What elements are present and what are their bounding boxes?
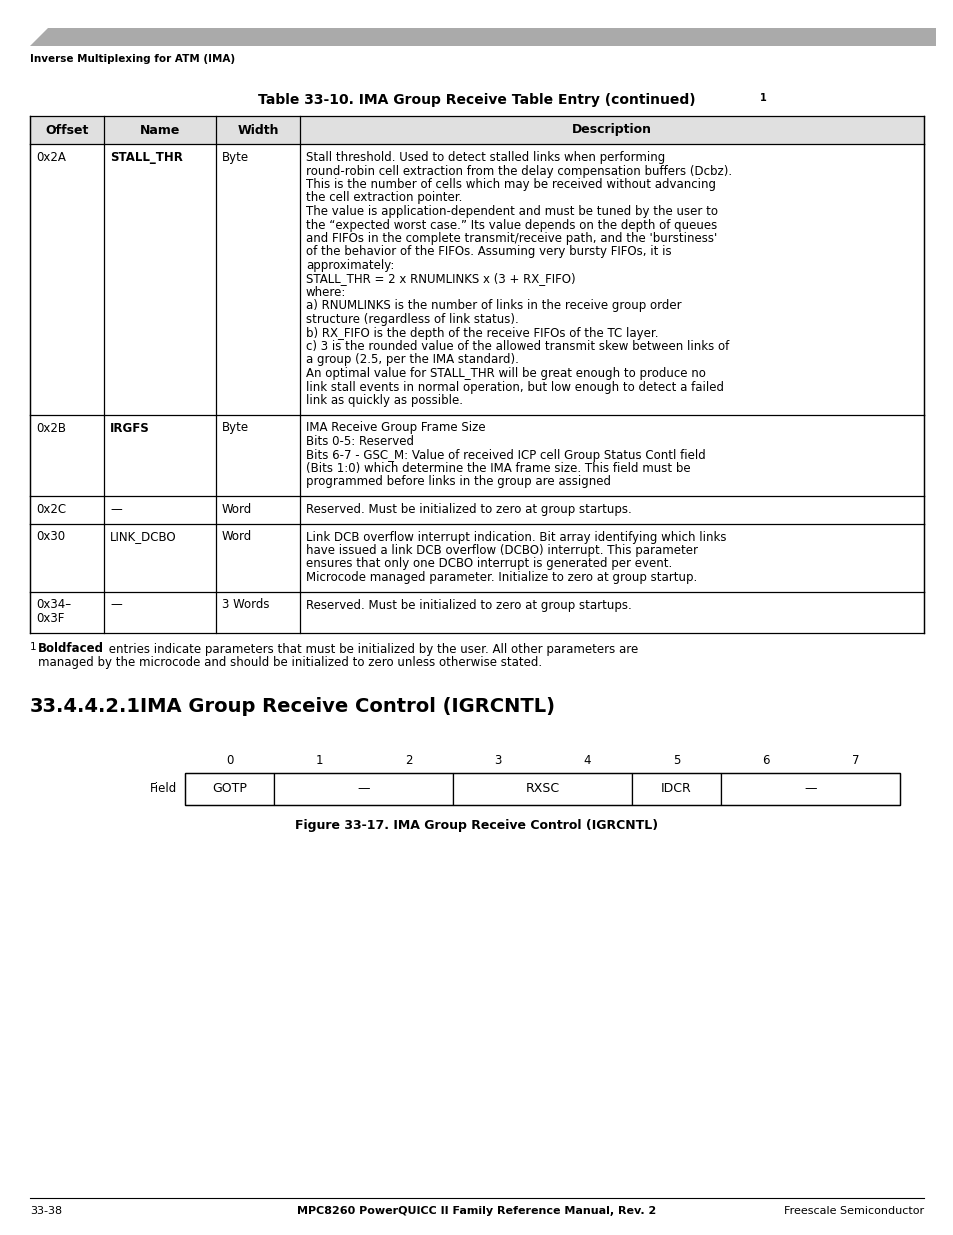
Text: 5: 5: [672, 755, 679, 767]
Text: This is the number of cells which may be received without advancing: This is the number of cells which may be…: [306, 178, 716, 191]
Text: 3: 3: [494, 755, 501, 767]
Text: 2: 2: [404, 755, 412, 767]
Text: the “expected worst case.” Its value depends on the depth of queues: the “expected worst case.” Its value dep…: [306, 219, 717, 231]
Text: Bits 6-7 - GSC_M: Value of received ICP cell Group Status Contl field: Bits 6-7 - GSC_M: Value of received ICP …: [306, 448, 705, 462]
Text: GOTP: GOTP: [212, 782, 247, 795]
Text: —: —: [111, 503, 122, 516]
Text: 7: 7: [851, 755, 858, 767]
Text: Word: Word: [222, 503, 252, 516]
Text: STALL_THR = 2 x RNUMLINKS x (3 + RX_FIFO): STALL_THR = 2 x RNUMLINKS x (3 + RX_FIFO…: [306, 273, 575, 285]
Text: programmed before links in the group are assigned: programmed before links in the group are…: [306, 475, 610, 489]
Text: 1: 1: [760, 93, 766, 103]
Text: 0x34–: 0x34–: [36, 599, 71, 611]
Bar: [453, 773, 631, 804]
Text: and FIFOs in the complete transmit/receive path, and the 'burstiness': and FIFOs in the complete transmit/recei…: [306, 232, 717, 245]
Text: RXSC: RXSC: [525, 782, 559, 795]
Text: IMA Group Receive Control (IGRCNTL): IMA Group Receive Control (IGRCNTL): [140, 698, 555, 716]
Text: MPC8260 PowerQUICC II Family Reference Manual, Rev. 2: MPC8260 PowerQUICC II Family Reference M…: [297, 1207, 656, 1216]
Text: Word: Word: [222, 531, 252, 543]
Text: the cell extraction pointer.: the cell extraction pointer.: [306, 191, 462, 205]
Text: 4: 4: [583, 755, 590, 767]
Text: Boldfaced: Boldfaced: [38, 642, 104, 656]
Text: where:: where:: [306, 287, 346, 299]
Text: The value is application-dependent and must be tuned by the user to: The value is application-dependent and m…: [306, 205, 718, 219]
Text: b) RX_FIFO is the depth of the receive FIFOs of the TC layer.: b) RX_FIFO is the depth of the receive F…: [306, 326, 658, 340]
Text: IRGFS: IRGFS: [111, 421, 150, 435]
Text: —: —: [111, 599, 122, 611]
Text: 0x2A: 0x2A: [36, 151, 66, 164]
Text: 1: 1: [30, 642, 36, 652]
Text: a) RNUMLINKS is the number of links in the receive group order: a) RNUMLINKS is the number of links in t…: [306, 300, 680, 312]
Text: 0x30: 0x30: [36, 531, 65, 543]
Text: 1: 1: [315, 755, 322, 767]
Text: STALL_THR: STALL_THR: [111, 151, 183, 164]
Text: managed by the microcode and should be initialized to zero unless otherwise stat: managed by the microcode and should be i…: [38, 656, 541, 669]
Text: (Bits 1:0) which determine the IMA frame size. This field must be: (Bits 1:0) which determine the IMA frame…: [306, 462, 690, 475]
Text: approximately:: approximately:: [306, 259, 394, 272]
Text: entries indicate parameters that must be initialized by the user. All other para: entries indicate parameters that must be…: [105, 642, 638, 656]
Text: Name: Name: [140, 124, 180, 137]
Text: link stall events in normal operation, but low enough to detect a failed: link stall events in normal operation, b…: [306, 380, 723, 394]
Text: link as quickly as possible.: link as quickly as possible.: [306, 394, 462, 408]
Text: LINK_DCBO: LINK_DCBO: [111, 531, 176, 543]
Text: of the behavior of the FIFOs. Assuming very bursty FIFOs, it is: of the behavior of the FIFOs. Assuming v…: [306, 246, 671, 258]
Bar: [720, 773, 899, 804]
Text: Stall threshold. Used to detect stalled links when performing: Stall threshold. Used to detect stalled …: [306, 151, 664, 164]
Text: Reserved. Must be initialized to zero at group startups.: Reserved. Must be initialized to zero at…: [306, 599, 631, 611]
Text: IMA Receive Group Frame Size: IMA Receive Group Frame Size: [306, 421, 485, 435]
Text: 0x2B: 0x2B: [36, 421, 66, 435]
Text: 3 Words: 3 Words: [222, 599, 269, 611]
Text: Offset: Offset: [46, 124, 89, 137]
Text: 0: 0: [226, 755, 233, 767]
Text: Link DCB overflow interrupt indication. Bit array identifying which links: Link DCB overflow interrupt indication. …: [306, 531, 726, 543]
Text: Microcode managed parameter. Initialize to zero at group startup.: Microcode managed parameter. Initialize …: [306, 571, 697, 584]
Text: —: —: [357, 782, 370, 795]
Text: Byte: Byte: [222, 421, 249, 435]
Text: structure (regardless of link status).: structure (regardless of link status).: [306, 312, 518, 326]
Bar: [631, 773, 720, 804]
Text: Table 33-10. IMA Group Receive Table Entry (continued): Table 33-10. IMA Group Receive Table Ent…: [258, 93, 695, 107]
Polygon shape: [30, 28, 935, 46]
Text: 0x3F: 0x3F: [36, 613, 64, 625]
Bar: [185, 773, 274, 804]
Text: Reserved. Must be initialized to zero at group startups.: Reserved. Must be initialized to zero at…: [306, 503, 631, 516]
Bar: [185, 773, 899, 804]
Text: An optimal value for STALL_THR will be great enough to produce no: An optimal value for STALL_THR will be g…: [306, 367, 705, 380]
Text: —: —: [803, 782, 816, 795]
Text: 33-38: 33-38: [30, 1207, 62, 1216]
Bar: [274, 773, 453, 804]
Text: round-robin cell extraction from the delay compensation buffers (Dcbz).: round-robin cell extraction from the del…: [306, 164, 731, 178]
Text: Description: Description: [572, 124, 651, 137]
Text: 6: 6: [761, 755, 769, 767]
Text: Bits 0-5: Reserved: Bits 0-5: Reserved: [306, 435, 414, 448]
Text: have issued a link DCB overflow (DCBO) interrupt. This parameter: have issued a link DCB overflow (DCBO) i…: [306, 543, 698, 557]
Text: 0x2C: 0x2C: [36, 503, 66, 516]
Text: Freescale Semiconductor: Freescale Semiconductor: [783, 1207, 923, 1216]
Text: Width: Width: [237, 124, 278, 137]
Bar: [30, 116, 923, 144]
Text: ensures that only one DCBO interrupt is generated per event.: ensures that only one DCBO interrupt is …: [306, 557, 672, 571]
Text: a group (2.5, per the IMA standard).: a group (2.5, per the IMA standard).: [306, 353, 518, 367]
Text: Field: Field: [150, 782, 177, 795]
Text: IDCR: IDCR: [660, 782, 691, 795]
Text: c) 3 is the rounded value of the allowed transmit skew between links of: c) 3 is the rounded value of the allowed…: [306, 340, 728, 353]
Text: Figure 33-17. IMA Group Receive Control (IGRCNTL): Figure 33-17. IMA Group Receive Control …: [295, 819, 658, 831]
Text: Byte: Byte: [222, 151, 249, 164]
Text: 33.4.4.2.1: 33.4.4.2.1: [30, 698, 141, 716]
Text: Inverse Multiplexing for ATM (IMA): Inverse Multiplexing for ATM (IMA): [30, 54, 234, 64]
